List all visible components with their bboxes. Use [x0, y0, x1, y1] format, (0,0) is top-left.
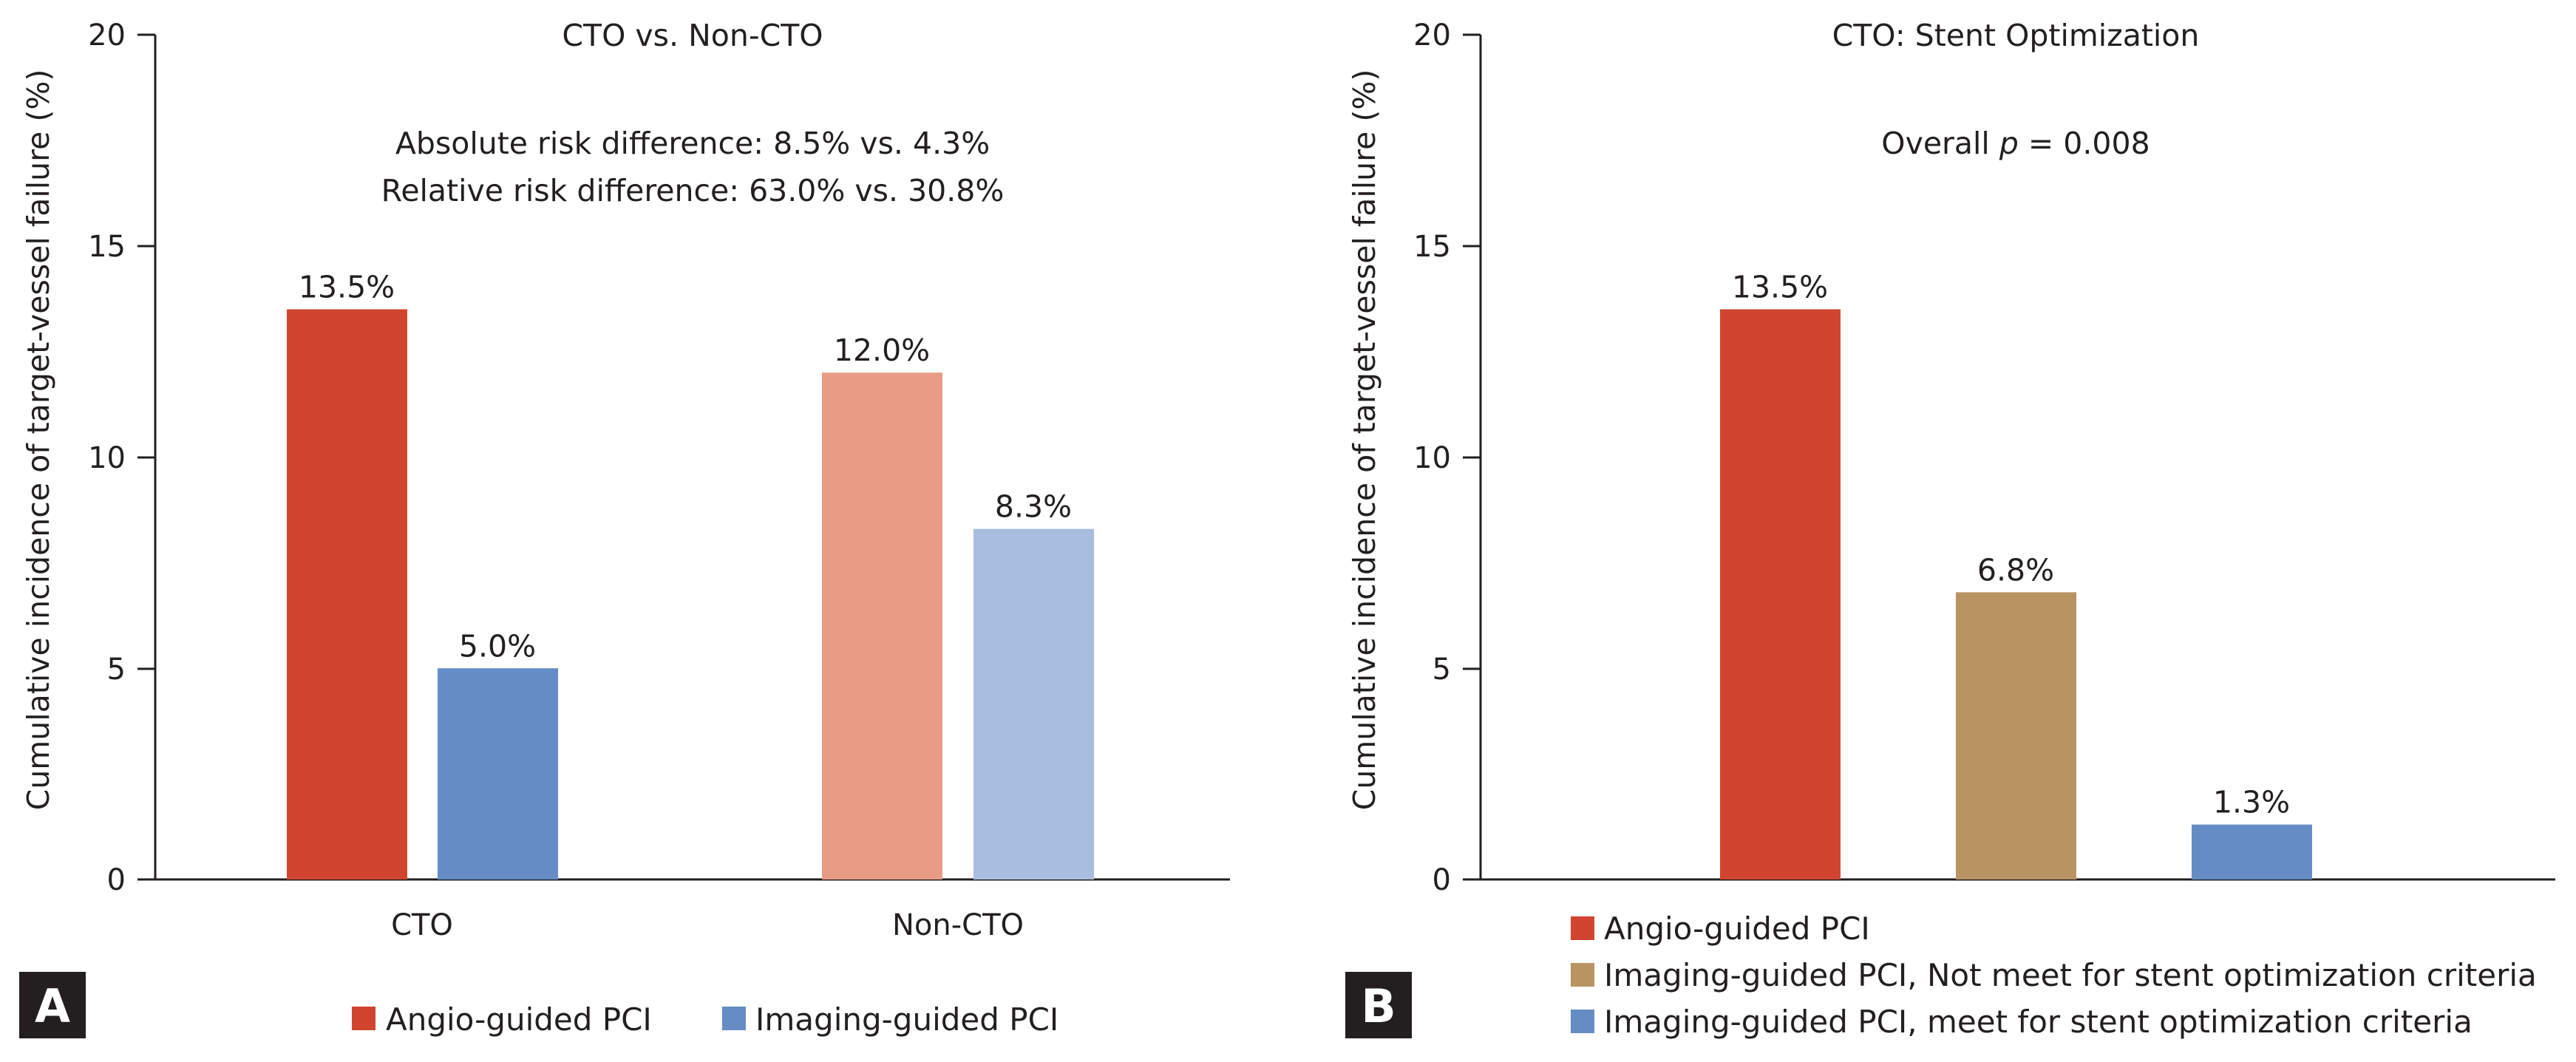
panel-b-y-ticks: 0 5 10 15 20 — [1413, 18, 1481, 897]
panel-b-y-tick-label: 20 — [1413, 18, 1451, 52]
panel-a-y-axis-label: Cumulative incidence of target-vessel fa… — [21, 69, 56, 811]
panel-a-bar-cto-angio — [287, 309, 407, 880]
panel-a-legend: Angio-guided PCI Imaging-guided PCI — [352, 1001, 1058, 1038]
legend-label-imaging-met: Imaging-guided PCI, meet for stent optim… — [1604, 1004, 2473, 1040]
panel-b-letter-box — [1345, 972, 1412, 1038]
legend-swatch-imaging-guided — [722, 1007, 746, 1030]
panel-a-letter-box — [19, 972, 86, 1038]
legend-swatch-angio-guided — [1571, 916, 1594, 940]
panel-a-data-label: 13.5% — [299, 269, 395, 304]
panel-b-annotation-suffix: = 0.008 — [2019, 126, 2150, 161]
panel-b-y-tick-label: 15 — [1413, 230, 1451, 264]
panel-b-y-tick-label: 5 — [1433, 653, 1451, 687]
legend-label-imaging-not-met: Imaging-guided PCI, Not meet for stent o… — [1604, 957, 2537, 993]
legend-swatch-imaging-met — [1571, 1010, 1594, 1033]
panel-a-bar-cto-imaging — [438, 668, 558, 879]
panel-a-y-tick-label: 0 — [107, 863, 126, 897]
panel-a-annotation: Absolute risk difference: 8.5% vs. 4.3% — [395, 126, 990, 161]
panel-a-title: CTO vs. Non-CTO — [562, 18, 823, 53]
panel-a-letter: A — [35, 979, 70, 1033]
legend-swatch-angio-guided — [352, 1007, 375, 1030]
legend-swatch-imaging-not-met — [1571, 963, 1594, 987]
panel-b-y-tick-label: 10 — [1413, 441, 1451, 475]
panel-a-y-ticks: 0 5 10 15 20 — [88, 18, 155, 897]
panel-a-y-tick-label: 20 — [88, 18, 126, 52]
panel-a-bar-noncto-angio — [822, 372, 942, 879]
panel-b-annotation-p: p — [1999, 126, 2019, 161]
panel-a-y-tick-label: 5 — [107, 653, 126, 687]
panel-b-title: CTO: Stent Optimization — [1832, 18, 2200, 53]
legend-label-imaging-guided: Imaging-guided PCI — [755, 1001, 1058, 1038]
panel-a-data-label: 8.3% — [995, 489, 1072, 525]
panel-b-bar-imaging-not-met — [1956, 592, 2076, 879]
legend-label-angio-guided: Angio-guided PCI — [1604, 910, 1870, 947]
panel-b-bar-angio — [1720, 309, 1841, 880]
panel-a-y-tick-label: 10 — [88, 441, 126, 475]
panel-a-x-tick-label: Non-CTO — [892, 908, 1024, 942]
legend-label-angio-guided: Angio-guided PCI — [386, 1001, 652, 1038]
panel-a-annotation: Relative risk difference: 63.0% vs. 30.8… — [381, 173, 1005, 208]
panel-b-y-axis-label: Cumulative incidence of target-vessel fa… — [1347, 69, 1382, 811]
panel-b-data-label: 6.8% — [1977, 552, 2054, 588]
panel-b-data-label: 13.5% — [1732, 269, 1828, 304]
panel-a-y-tick-label: 15 — [88, 230, 126, 264]
panel-a: Cumulative incidence of target-vessel fa… — [19, 18, 1230, 1038]
panel-b-y-tick-label: 0 — [1433, 863, 1451, 897]
panel-b: Cumulative incidence of target-vessel fa… — [1345, 18, 2555, 1040]
panel-b-bar-imaging-met — [2192, 824, 2312, 879]
panel-b-letter: B — [1361, 979, 1396, 1033]
panel-b-data-label: 1.3% — [2213, 785, 2290, 820]
panel-b-annotation: Overall p = 0.008 — [1881, 126, 2150, 161]
panel-b-annotation-prefix: Overall — [1881, 126, 1999, 161]
panel-a-bar-noncto-imaging — [973, 528, 1094, 879]
panel-a-data-label: 12.0% — [834, 333, 930, 368]
panel-a-x-tick-label: CTO — [391, 908, 453, 942]
panel-b-legend: Angio-guided PCI Imaging-guided PCI, Not… — [1571, 910, 2537, 1040]
panel-a-data-label: 5.0% — [459, 628, 536, 664]
